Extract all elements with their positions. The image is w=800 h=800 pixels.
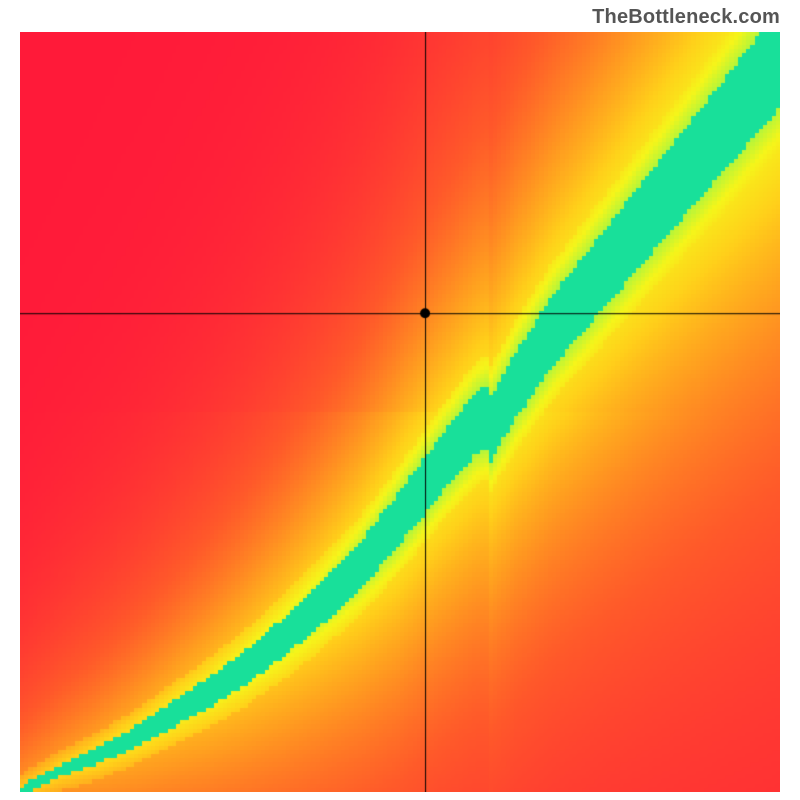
attribution-text: TheBottleneck.com bbox=[592, 6, 780, 29]
heatmap-canvas bbox=[20, 32, 780, 792]
heatmap-plot bbox=[20, 32, 780, 792]
chart-container: TheBottleneck.com bbox=[0, 0, 800, 800]
